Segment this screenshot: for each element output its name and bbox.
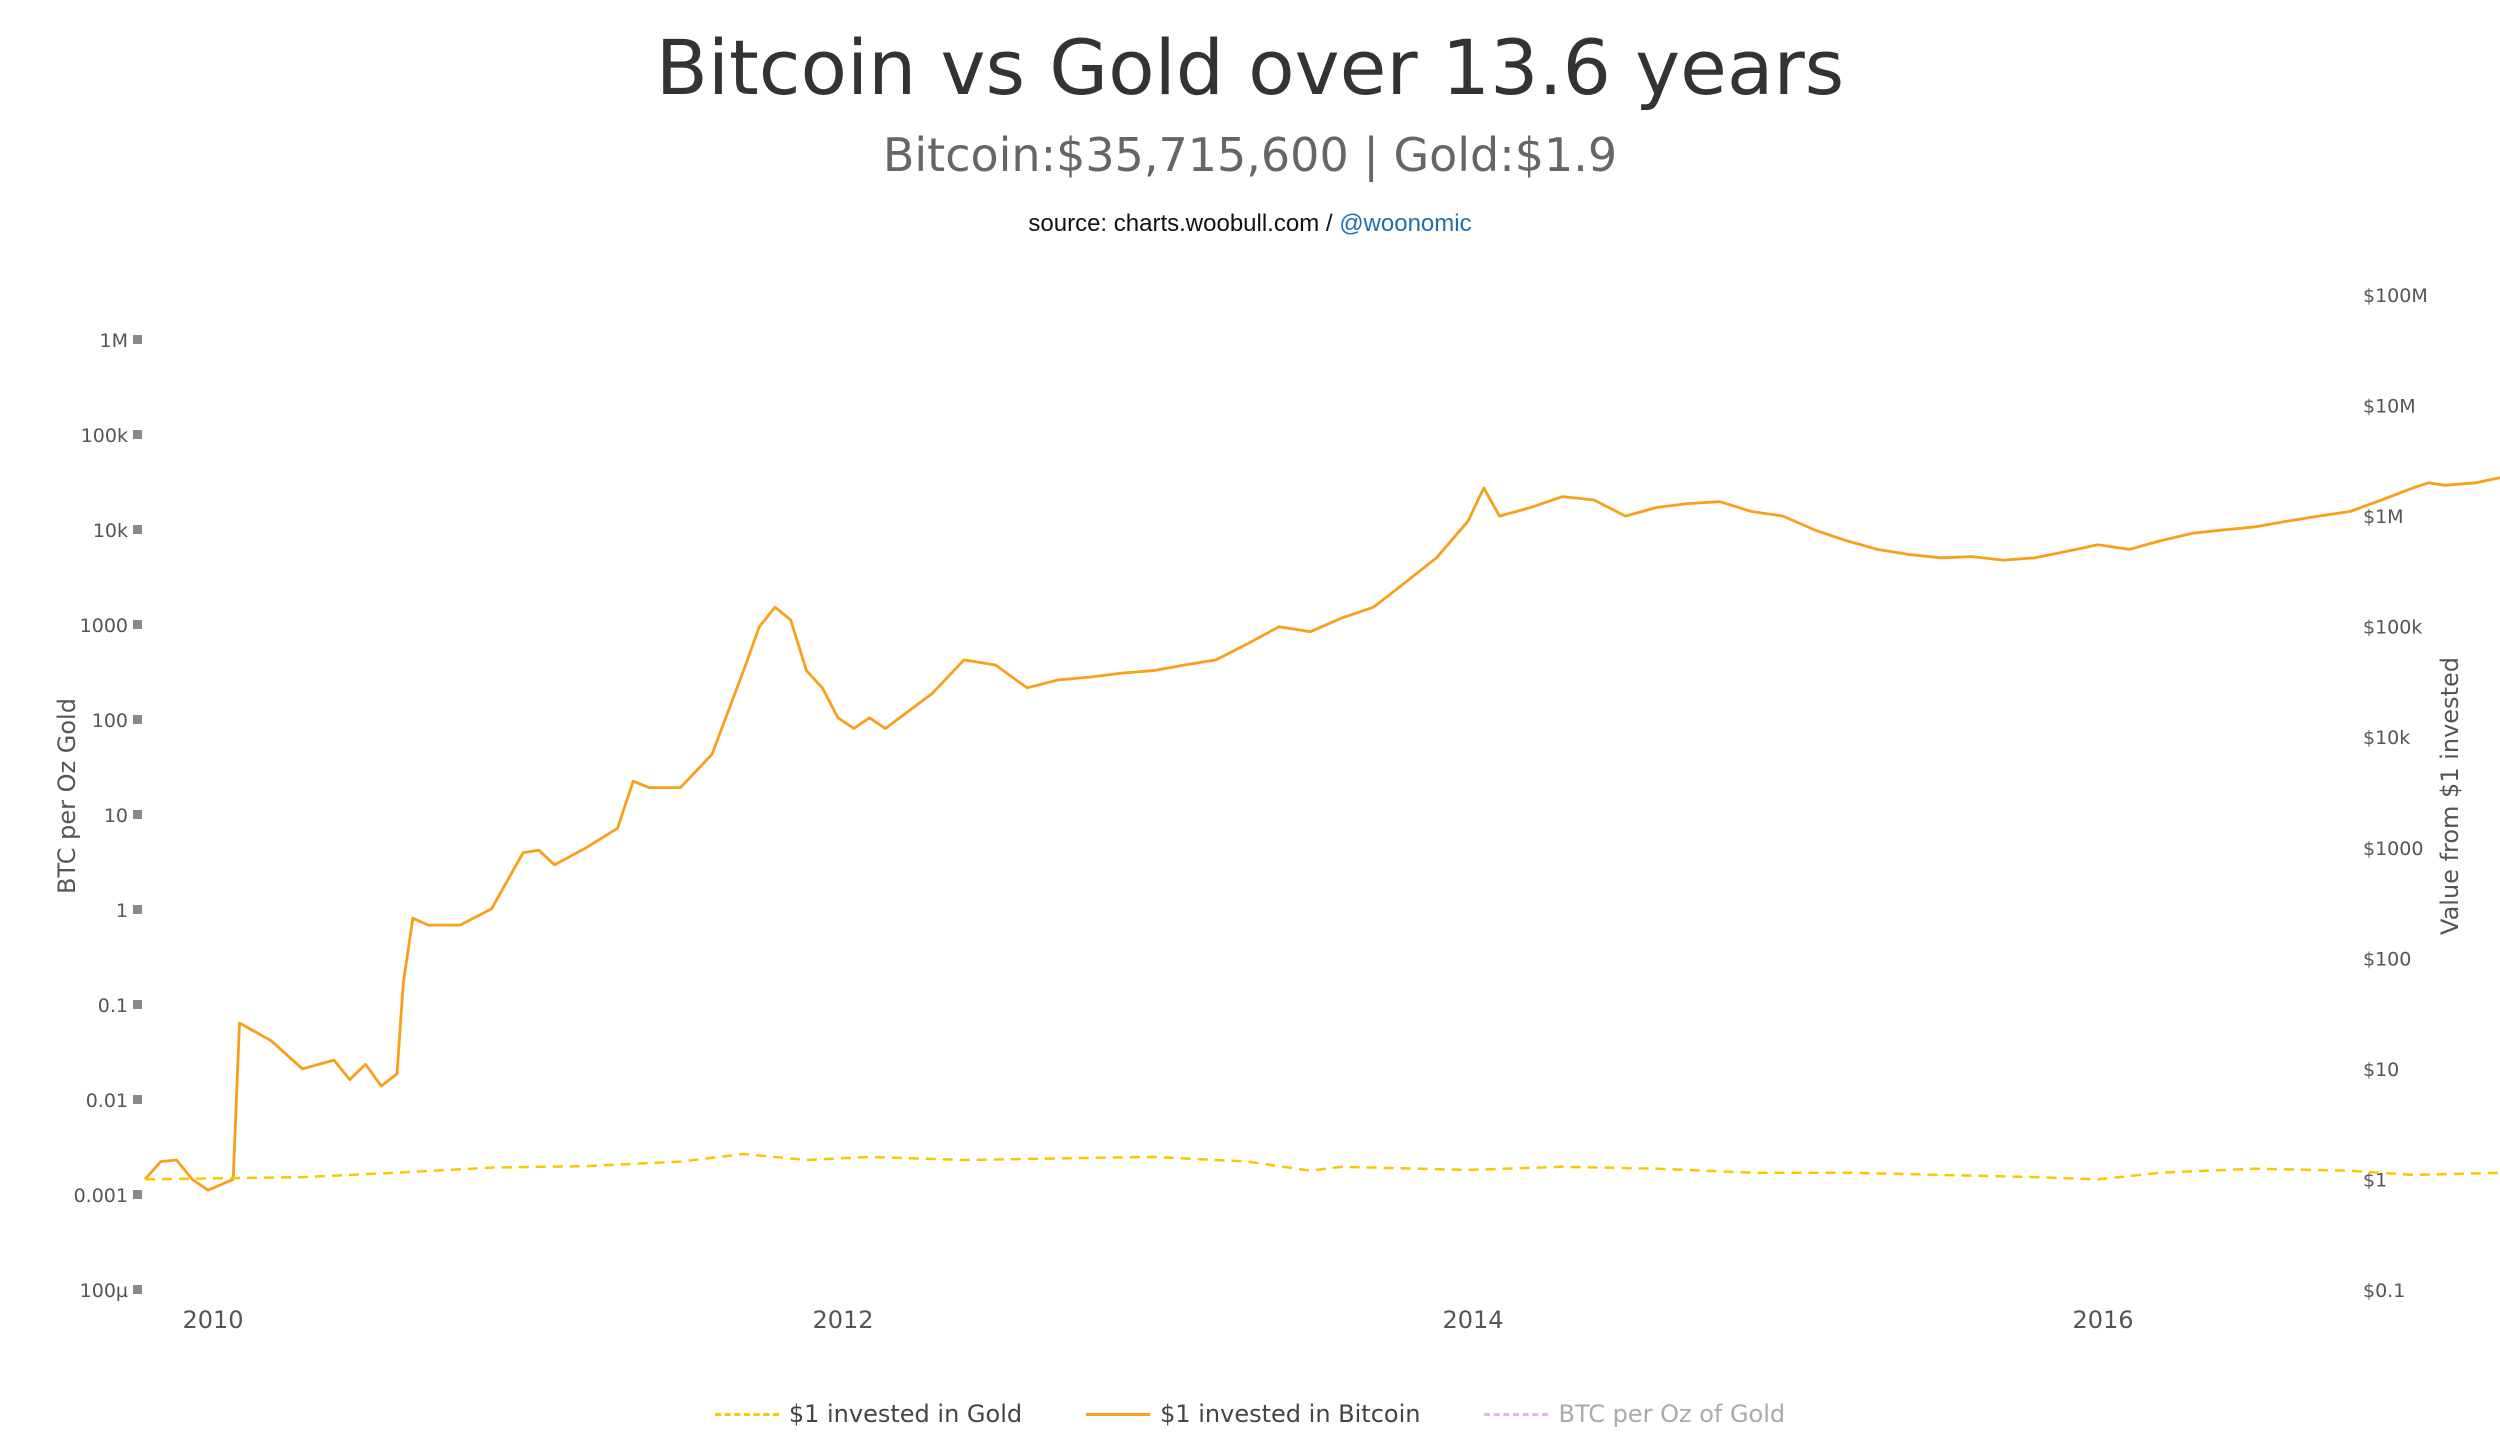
left-tick-marker (133, 430, 142, 439)
right-tick-label: $1 (2363, 1169, 2387, 1191)
left-tick-label: 0.001 (74, 1185, 128, 1207)
legend-label-gold: $1 invested in Gold (788, 1400, 1023, 1428)
legend-label-bitcoin: $1 invested in Bitcoin (1160, 1400, 1421, 1428)
left-tick-label: 1M (100, 330, 128, 352)
left-tick-label: 10k (93, 520, 128, 542)
series-line-bitcoin (143, 476, 2500, 1192)
right-tick-label: $0.1 (2363, 1280, 2405, 1302)
right-tick-label: $100k (2363, 617, 2422, 639)
right-axis-title: Value from $1 invested (2436, 657, 2464, 935)
left-tick-marker (133, 905, 142, 914)
right-tick-label: $10k (2363, 727, 2410, 749)
right-tick-label: $100 (2363, 948, 2411, 970)
left-tick-label: 10 (104, 805, 128, 827)
left-tick-label: 100 (92, 710, 128, 732)
left-tick-label: 0.1 (98, 995, 128, 1017)
series-line-gold (144, 1152, 2500, 1181)
legend-item-bitcoin[interactable]: $1 invested in Bitcoin (1086, 1400, 1420, 1428)
left-axis-title: BTC per Oz Gold (53, 698, 81, 894)
right-tick-label: $100M (2363, 285, 2428, 307)
chart-title: Bitcoin vs Gold over 13.6 years (655, 23, 1845, 112)
legend-swatch-gold (714, 1412, 779, 1416)
legend-label-ratio: BTC per Oz of Gold (1558, 1400, 1786, 1428)
left-tick-marker (133, 810, 142, 819)
right-tick-label: $10 (2363, 1059, 2399, 1081)
right-tick-label: $1000 (2363, 838, 2423, 860)
right-tick-label: $10M (2363, 396, 2416, 418)
left-tick-marker (133, 1095, 142, 1104)
x-tick-label: 2010 (182, 1306, 243, 1334)
left-tick-label: 1000 (80, 615, 128, 637)
left-tick-label: 100µ (80, 1280, 128, 1302)
left-tick-marker (133, 335, 142, 344)
chart-subtitle: Bitcoin:$35,715,600 | Gold:$1.9 (882, 128, 1618, 182)
x-tick-label: 2014 (1442, 1306, 1503, 1334)
chart-legend: $1 invested in Gold $1 invested in Bitco… (0, 1400, 2500, 1428)
legend-swatch-bitcoin (1086, 1412, 1151, 1416)
left-tick-marker (133, 1190, 142, 1199)
source-text: source: charts.woobull.com / (1028, 210, 1340, 237)
legend-item-gold[interactable]: $1 invested in Gold (714, 1400, 1023, 1428)
x-tick-label: 2012 (812, 1306, 873, 1334)
left-tick-label: 0.01 (86, 1090, 128, 1112)
left-tick-marker (133, 620, 142, 629)
legend-item-ratio[interactable]: BTC per Oz of Gold (1484, 1400, 1785, 1428)
right-tick-label: $1M (2363, 506, 2404, 528)
left-tick-marker (133, 1285, 142, 1294)
left-tick-marker (133, 525, 142, 534)
x-tick-label: 2016 (2072, 1306, 2133, 1334)
source-credit: source: charts.woobull.com / @woonomic (0, 210, 2500, 238)
source-link[interactable]: @woonomic (1339, 210, 1472, 237)
left-tick-marker (133, 1000, 142, 1009)
legend-swatch-ratio (1484, 1412, 1549, 1416)
left-tick-label: 1 (116, 900, 128, 922)
left-tick-label: 100k (81, 425, 128, 447)
left-tick-marker (133, 715, 142, 724)
